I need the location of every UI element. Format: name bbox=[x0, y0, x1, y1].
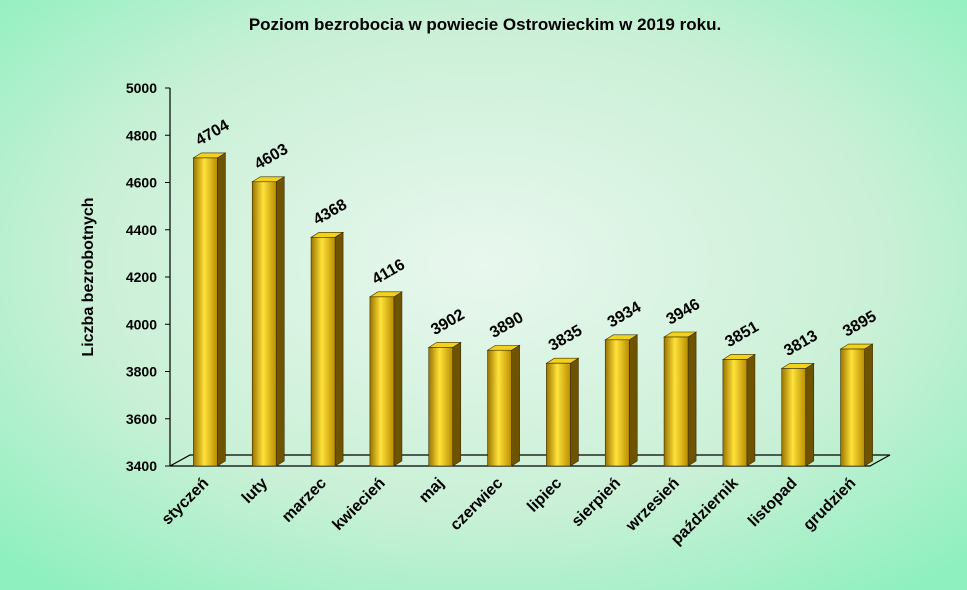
y-tick-label: 3800 bbox=[126, 364, 157, 380]
bar bbox=[663, 331, 698, 467]
bar-side bbox=[452, 341, 462, 467]
bar-front bbox=[369, 296, 395, 467]
floor bbox=[169, 454, 891, 467]
bar bbox=[251, 176, 286, 467]
bar-front bbox=[310, 237, 336, 467]
bar-front bbox=[193, 157, 218, 467]
y-tick-label: 4200 bbox=[126, 269, 157, 285]
bar bbox=[721, 353, 756, 467]
bar bbox=[368, 291, 403, 467]
bar-side bbox=[805, 362, 815, 467]
bar bbox=[486, 344, 521, 467]
bar-side bbox=[275, 176, 285, 467]
bar-side bbox=[570, 357, 579, 467]
bar-front bbox=[604, 339, 630, 467]
y-axis-label: Liczba bezrobotnych bbox=[80, 197, 97, 356]
bar bbox=[427, 341, 462, 467]
bar bbox=[839, 343, 874, 467]
bar-front bbox=[251, 181, 277, 467]
y-tick-label: 4800 bbox=[126, 127, 157, 143]
y-tick-label: 4400 bbox=[126, 222, 157, 238]
bar-side bbox=[628, 334, 638, 467]
bar bbox=[604, 334, 639, 467]
bar bbox=[310, 231, 345, 467]
y-tick-label: 3600 bbox=[126, 411, 157, 427]
y-tick-label: 5000 bbox=[126, 80, 157, 96]
bar-front bbox=[722, 359, 748, 467]
bar-side bbox=[511, 344, 520, 467]
bar-front bbox=[428, 347, 454, 467]
bar-front bbox=[781, 368, 807, 467]
bar-side bbox=[393, 291, 403, 467]
bar bbox=[545, 357, 580, 467]
bar-side bbox=[334, 231, 344, 467]
bar-side bbox=[864, 343, 873, 467]
bar-side bbox=[217, 152, 226, 467]
bar-front bbox=[546, 362, 571, 467]
y-tick-label: 4600 bbox=[126, 175, 157, 191]
y-tick-label: 4000 bbox=[126, 316, 157, 332]
bar bbox=[192, 152, 227, 467]
bar-front bbox=[840, 348, 865, 467]
y-tick-label: 3400 bbox=[126, 458, 157, 474]
bar bbox=[780, 362, 815, 467]
bar-side bbox=[746, 353, 756, 467]
bar-front bbox=[487, 349, 512, 467]
bar-side bbox=[687, 331, 697, 467]
bar-front bbox=[663, 336, 689, 467]
chart-title: Poziom bezrobocia w powiecie Ostrowiecki… bbox=[249, 15, 721, 34]
